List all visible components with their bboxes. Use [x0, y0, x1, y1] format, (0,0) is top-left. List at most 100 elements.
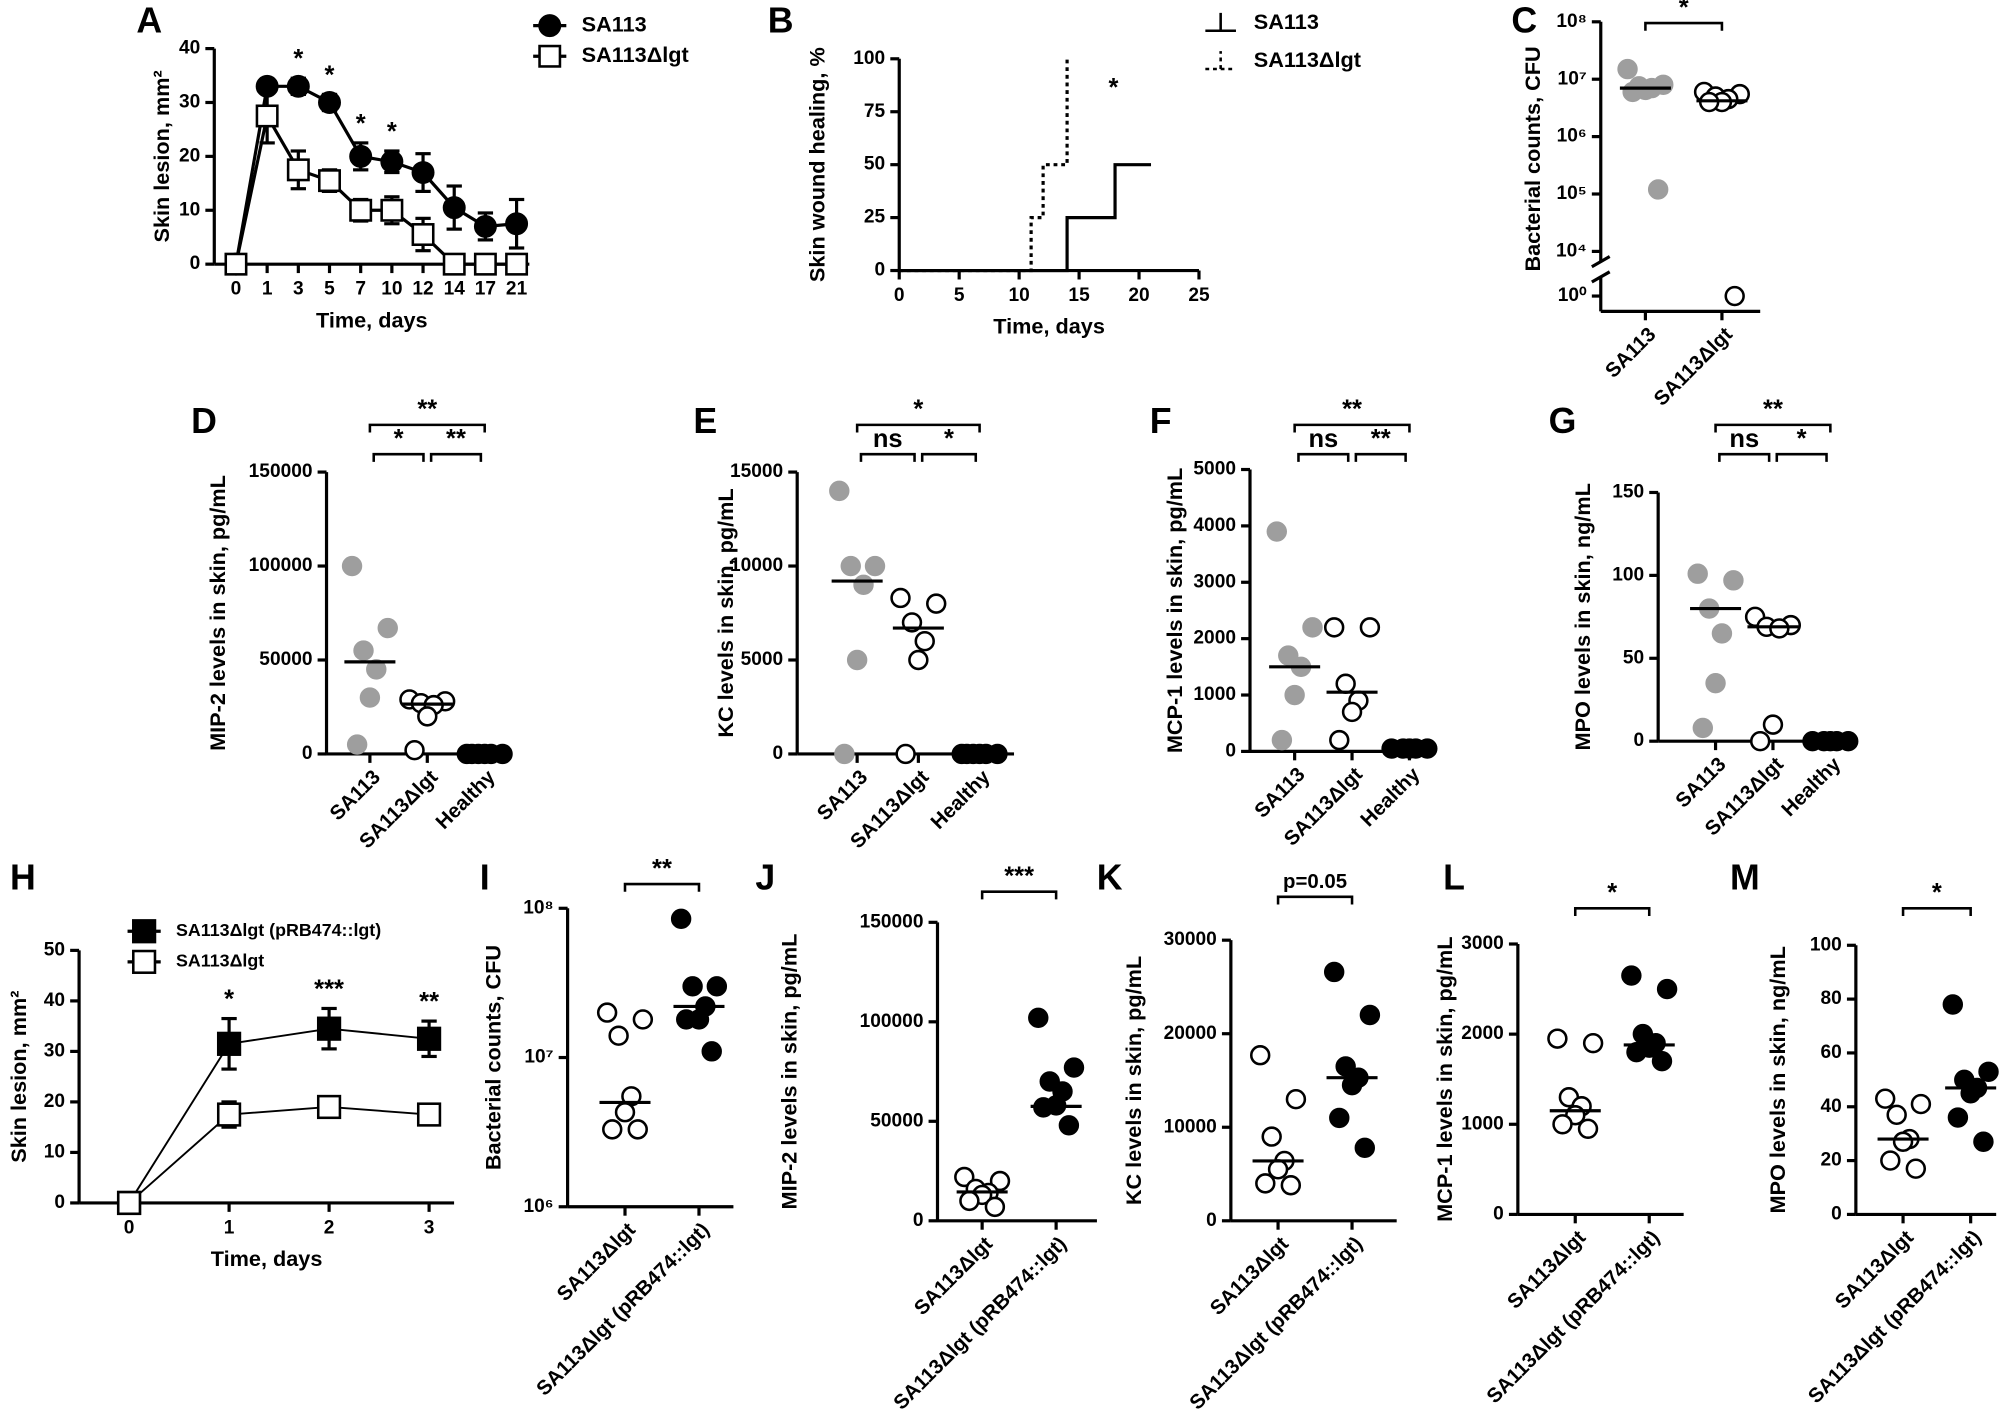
dot	[1905, 1158, 1927, 1179]
y-axis-label: MCP-1 levels in skin, pg/mL	[1432, 936, 1457, 1221]
step-line	[899, 163, 1152, 273]
y-tick-label: 40	[44, 990, 65, 1011]
dot	[404, 739, 425, 761]
y-tick-label: 80	[1821, 988, 1842, 1009]
dot	[706, 976, 728, 997]
dot	[895, 743, 916, 765]
y-tick-label: 0	[1225, 740, 1236, 761]
x-tick-label: Healthy	[432, 766, 500, 834]
bracket	[1901, 907, 1972, 916]
marker	[380, 150, 404, 174]
bracket	[1644, 21, 1724, 31]
panel-letter: G	[1549, 401, 1577, 441]
marker	[216, 1031, 242, 1056]
y-axis-label: KC levels in skin, pg/mL	[1121, 956, 1146, 1205]
marker	[349, 198, 373, 222]
dot	[1762, 714, 1784, 735]
y-tick-label: 40	[179, 38, 200, 59]
y-tick-label: 30	[179, 92, 200, 113]
bracket	[429, 452, 483, 462]
comparison-label: p=0.05	[1283, 871, 1347, 893]
panel-letter: I	[480, 858, 490, 898]
comparison-label: *	[1607, 879, 1617, 907]
y-axis-label: MIP-2 levels in skin, pg/mL	[205, 475, 230, 751]
dot	[1647, 179, 1669, 200]
dot	[1329, 1107, 1350, 1129]
y-axis-label: KC levels in skin, pg/mL	[713, 488, 738, 737]
dot	[1359, 617, 1381, 638]
bracket	[372, 452, 425, 462]
x-tick-label: 10	[1008, 285, 1029, 306]
marker	[442, 252, 466, 276]
y-tick-label: 60	[1821, 1042, 1842, 1063]
y-axis-label: MPO levels in skin, ng/mL	[1570, 483, 1595, 750]
y-tick-label: 0	[1831, 1203, 1842, 1224]
series-line	[128, 1106, 430, 1204]
y-tick-label: 10000	[1164, 1116, 1217, 1137]
dot	[1724, 285, 1745, 307]
x-tick-label: 17	[475, 279, 496, 300]
marker	[416, 1026, 442, 1051]
dot	[1255, 1173, 1276, 1194]
annotation: *	[224, 985, 234, 1013]
y-tick-label: 50	[1623, 647, 1644, 668]
y-tick-label: 50000	[259, 649, 312, 670]
x-tick-label: 0	[124, 1217, 135, 1238]
dot	[954, 1166, 975, 1188]
marker	[380, 198, 404, 222]
dot	[1329, 729, 1350, 751]
y-tick-label: 0	[302, 743, 313, 764]
y-tick-label: 3000	[1461, 933, 1504, 954]
panel-letter: H	[10, 858, 36, 898]
dot	[632, 1009, 654, 1030]
dot	[1323, 961, 1345, 983]
y-tick-label: 50	[44, 939, 65, 960]
bracket	[859, 452, 916, 462]
marker	[316, 1094, 342, 1120]
y-axis-label: MCP-1 levels in skin, pg/mL	[1162, 468, 1187, 753]
dot	[1278, 645, 1299, 666]
dot	[1285, 1088, 1307, 1110]
panel-letter: A	[136, 1, 162, 41]
dot	[1723, 570, 1744, 591]
bracket	[368, 423, 486, 433]
dot	[1577, 1118, 1599, 1139]
comparison-label: **	[1342, 396, 1362, 424]
y-tick-label: 50000	[870, 1110, 923, 1131]
legend-label: SA113Δlgt	[176, 951, 264, 971]
x-tick-label: 12	[412, 279, 433, 300]
x-tick-label: 0	[231, 279, 242, 300]
y-tick-label: 10⁰	[1558, 285, 1587, 306]
y-axis-label: MIP-2 levels in skin, pg/mL	[777, 934, 802, 1210]
y-tick-label: 2000	[1193, 628, 1236, 649]
dot	[1942, 994, 1964, 1015]
annotation: **	[419, 988, 439, 1016]
y-tick-label: 10⁶	[523, 1196, 553, 1217]
x-tick-label: 1	[262, 279, 273, 300]
bracket	[623, 882, 701, 892]
x-tick-label: 14	[444, 279, 466, 300]
y-axis-label: Skin wound healing, %	[805, 47, 830, 282]
marker	[255, 74, 279, 98]
x-tick-label: SA113Δlgt	[1650, 323, 1737, 410]
dot	[1617, 58, 1638, 80]
x-axis-label: Time, days	[316, 307, 428, 332]
y-tick-label: 5000	[741, 649, 784, 670]
y-axis-label: Skin lesion, mm²	[6, 991, 31, 1163]
x-tick-label: 25	[1188, 285, 1210, 306]
dot	[1028, 1007, 1049, 1029]
x-tick-label: SA113	[813, 766, 872, 825]
legend-marker	[538, 44, 562, 68]
dot	[846, 649, 868, 671]
panel-letter: E	[693, 401, 717, 441]
dot	[1552, 1114, 1573, 1135]
dot	[1750, 730, 1771, 752]
marker	[442, 196, 466, 220]
series-line	[128, 1027, 430, 1204]
bracket	[855, 423, 981, 433]
x-axis-label: Time, days	[211, 1246, 323, 1271]
dot	[1711, 623, 1733, 644]
annotation: *	[293, 45, 303, 73]
dot	[1947, 1107, 1969, 1128]
